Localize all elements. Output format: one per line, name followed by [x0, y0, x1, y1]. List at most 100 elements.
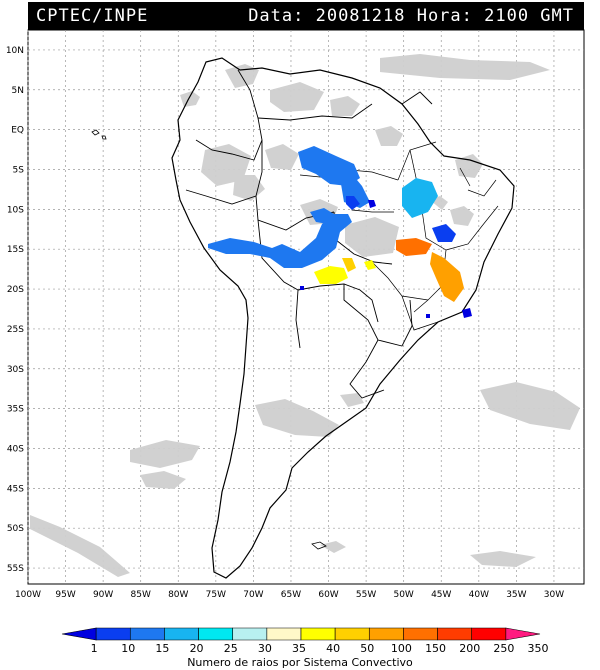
cloud-patch [180, 91, 200, 107]
cloud-patch [480, 382, 580, 430]
lat-label: 50S [7, 524, 24, 534]
colorbar-segment [129, 627, 165, 641]
colorbar-segment [368, 627, 404, 641]
colorbar-segment [334, 627, 370, 641]
system-darkblue [346, 196, 360, 210]
colorbar-segment [232, 627, 268, 641]
colorbar-title: Numero de raios por Sistema Convectivo [187, 656, 413, 669]
cloud-patch [140, 471, 186, 489]
system-blue [298, 146, 360, 186]
lon-label: 65W [281, 590, 301, 600]
system-darkblue [300, 286, 304, 290]
cloud-patch [375, 126, 403, 146]
cloud-patch [380, 54, 550, 80]
colorbar-tick-label: 10 [121, 642, 135, 655]
map-grid [27, 30, 584, 584]
colorbar-tick-label: 1 [91, 642, 98, 655]
colorbar-segment [505, 627, 541, 641]
lat-label: 10S [7, 205, 24, 215]
lon-label: 40W [469, 590, 489, 600]
lon-label: 90W [93, 590, 113, 600]
map-frame [27, 29, 585, 585]
lon-label: 85W [131, 590, 151, 600]
cloud-patch [330, 96, 360, 116]
system-yellow [364, 260, 376, 270]
colorbar-segment [95, 627, 131, 641]
colorbar-tick-label: 40 [326, 642, 340, 655]
country-borders [185, 69, 433, 399]
system-darkblue [462, 308, 472, 318]
cloud-patch [345, 217, 399, 257]
colorbar-tick-label: 15 [155, 642, 169, 655]
lat-label: 40S [7, 444, 24, 454]
south-america-outline [171, 57, 515, 579]
lon-label: 70W [243, 590, 263, 600]
colorbar-tick-label: 50 [360, 642, 374, 655]
system-darkblue [432, 224, 456, 242]
lon-label: 60W [318, 590, 338, 600]
lon-label: 55W [356, 590, 376, 600]
colorbar-tick-label: 100 [391, 642, 412, 655]
date-time-label: Data: 20081218 Hora: 2100 GMT [248, 6, 574, 26]
system-orange [430, 252, 464, 302]
cloud-patch [320, 541, 346, 553]
colorbar-segment [266, 627, 302, 641]
lat-label: 5N [12, 86, 24, 96]
cloud-patch [450, 206, 474, 226]
falkland-islands [311, 541, 327, 550]
cloud-cover [30, 54, 580, 577]
colorbar-tick-label: 35 [292, 642, 306, 655]
lon-label: 35W [506, 590, 526, 600]
lat-label: 55S [7, 564, 24, 574]
cloud-patch [265, 144, 299, 170]
cloud-patch [130, 440, 200, 468]
system-darkblue [426, 314, 430, 318]
latitude-labels: 10N 5N EQ 5S 10S 15S 20S 25S 30S 35S 40S 45S 50S 55S [6, 46, 24, 574]
lat-label: 15S [7, 245, 24, 255]
cloud-patch [270, 82, 324, 112]
colorbar-segment [164, 627, 199, 641]
lat-label: EQ [11, 126, 24, 136]
galapagos-islands [91, 129, 107, 140]
lon-label: 80W [168, 590, 188, 600]
lon-label: 50W [393, 590, 413, 600]
colorbar: 1 10 15 20 25 30 35 40 50 100 150 200 250 350 [61, 627, 549, 655]
lat-label: 35S [7, 405, 24, 415]
cloud-patch [340, 393, 364, 407]
colorbar-tick-label: 150 [425, 642, 446, 655]
cloud-patch [30, 515, 130, 577]
colorbar-segment [198, 627, 234, 641]
system-blue [310, 208, 334, 224]
lon-label: 100W [15, 590, 41, 600]
longitude-labels: 100W 95W 90W 85W 80W 75W 70W 65W 60W 55W 50W 45W 40W… [15, 590, 564, 600]
lon-label: 75W [206, 590, 226, 600]
colorbar-segment [471, 627, 507, 641]
lat-label: 30S [7, 365, 24, 375]
system-yellow [314, 266, 348, 284]
lat-label: 45S [7, 484, 24, 494]
colorbar-segment [61, 627, 97, 641]
colorbar-tick-label: 25 [224, 642, 238, 655]
source-label: CPTEC/INPE [36, 6, 149, 26]
lat-label: 20S [7, 285, 24, 295]
colorbar-tick-label: 250 [493, 642, 514, 655]
system-blue [208, 214, 352, 268]
lightning-systems [208, 146, 472, 318]
cloud-patch [233, 175, 265, 201]
colorbar-tick-label: 30 [258, 642, 272, 655]
lon-label: 95W [55, 590, 75, 600]
lat-label: 25S [7, 325, 24, 335]
map-header: CPTEC/INPE Data: 20081218 Hora: 2100 GMT [28, 2, 584, 30]
system-cyan [402, 178, 438, 218]
lat-label: 5S [13, 165, 25, 175]
system-orange [396, 238, 432, 256]
system-yellow [342, 258, 356, 272]
lon-label: 30W [544, 590, 564, 600]
lon-label: 45W [431, 590, 451, 600]
cloud-patch [255, 399, 339, 437]
colorbar-tick-label: 200 [459, 642, 480, 655]
colorbar-segment [403, 627, 438, 641]
cloud-patch [470, 551, 536, 567]
colorbar-tick-label: 350 [528, 642, 549, 655]
